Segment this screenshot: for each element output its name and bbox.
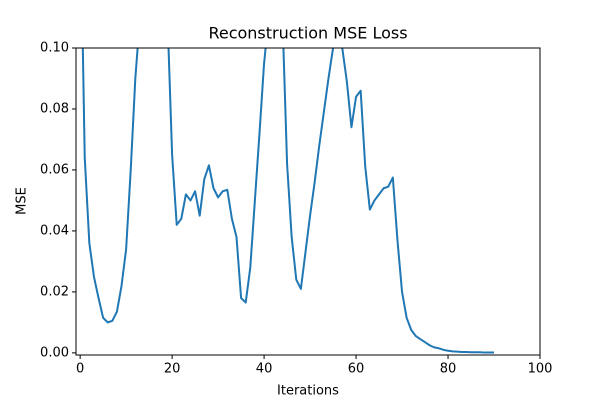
x-tick-label: 60 xyxy=(348,362,365,377)
plot-area xyxy=(81,48,495,354)
y-axis-label: MSE xyxy=(15,187,30,215)
y-tick-label: 0.00 xyxy=(40,345,69,360)
axes-frame xyxy=(75,47,541,356)
x-tick-label: 20 xyxy=(164,362,181,377)
y-tick-label: 0.06 xyxy=(40,162,69,177)
y-tick-label: 0.02 xyxy=(40,284,69,299)
x-tick-label: 0 xyxy=(76,362,84,377)
y-tick-label: 0.04 xyxy=(40,223,69,238)
x-tick-label: 100 xyxy=(528,362,553,377)
chart-title: Reconstruction MSE Loss xyxy=(208,24,407,43)
data-line xyxy=(81,48,495,354)
x-axis-label: Iterations xyxy=(277,384,339,399)
x-tick-label: 80 xyxy=(440,362,457,377)
y-tick-label: 0.10 xyxy=(40,41,69,56)
y-tick-label: 0.08 xyxy=(40,101,69,116)
x-tick-label: 40 xyxy=(256,362,273,377)
